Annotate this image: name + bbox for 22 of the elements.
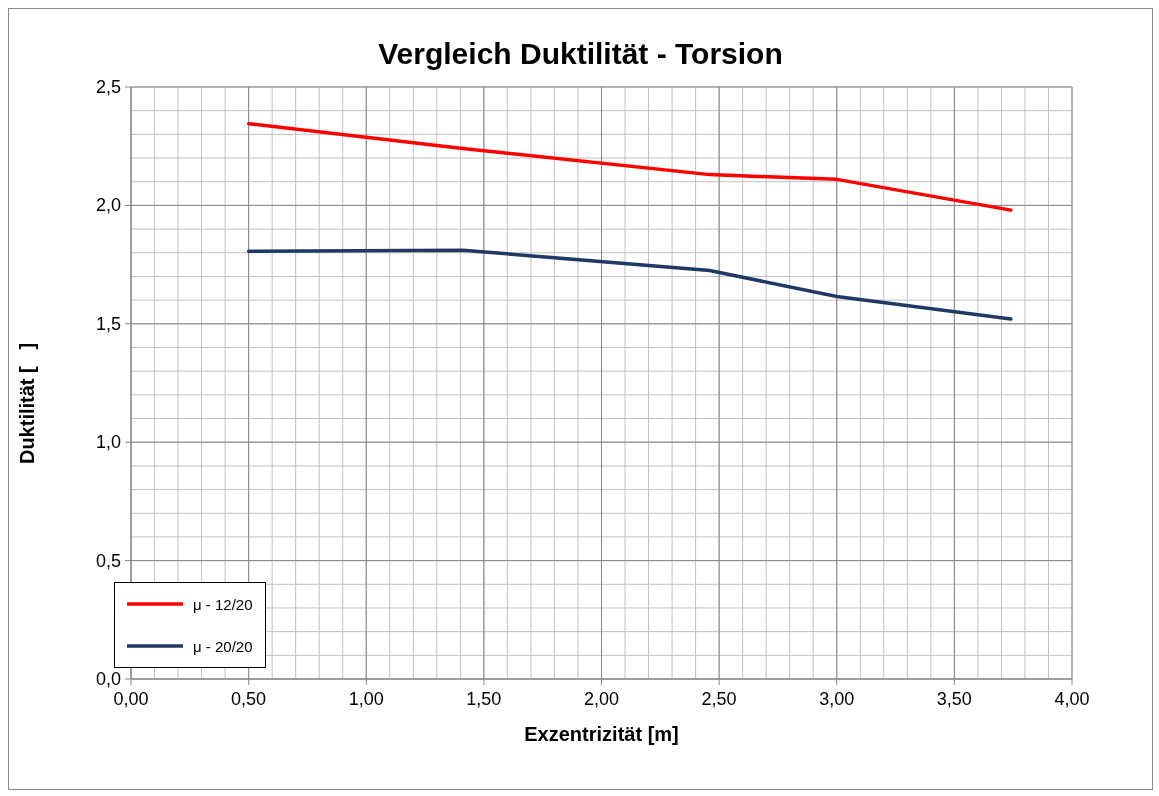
x-tick-label: 3,50 [936, 689, 972, 709]
y-axis-title: Duktilität [ ] [16, 342, 40, 464]
chart-title: Vergleich Duktilität - Torsion [377, 37, 784, 71]
x-tick-label: 2,00 [583, 689, 620, 709]
y-tick-label: 2,5 [95, 77, 121, 97]
line-series [246, 121, 1013, 212]
y-tick-label: 0,5 [95, 550, 121, 571]
y-tick-label: 1,5 [95, 313, 121, 334]
y-tick-label: 1,0 [95, 432, 121, 453]
y-tick-label: 2,0 [95, 195, 121, 216]
x-tick-label: 1,00 [348, 689, 384, 709]
legend-label: μ - 20/20 [193, 637, 253, 655]
x-tick-label: 4,00 [1054, 689, 1090, 709]
x-tick-label: 2,50 [701, 689, 737, 709]
x-tick-label: 1,50 [466, 689, 502, 709]
x-tick-label: 0,00 [113, 689, 149, 709]
line-series [246, 248, 1013, 321]
x-axis-title: Exzentrizität [m] [524, 723, 679, 745]
x-tick-label: 0,50 [231, 689, 267, 709]
y-tick-label: 0,0 [95, 669, 121, 689]
legend-label: μ - 12/20 [193, 595, 253, 613]
x-tick-label: 3,00 [819, 689, 855, 709]
